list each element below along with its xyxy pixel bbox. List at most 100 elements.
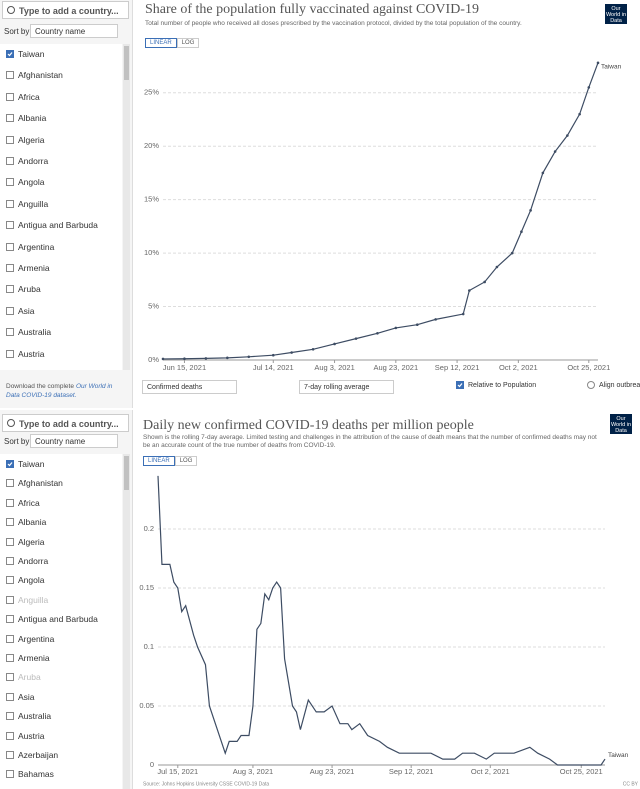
chart-title: Daily new confirmed COVID-19 deaths per … [143,418,474,433]
align-toggle[interactable]: Align outbreaks [587,381,640,389]
checkbox[interactable] [6,178,14,187]
scale-button[interactable]: LINEAR [143,456,175,466]
country-row[interactable]: Andorra [6,556,48,566]
point [520,230,523,234]
country-name: Africa [18,497,40,508]
checkbox[interactable] [6,576,14,585]
checkbox[interactable] [6,242,14,251]
scale-button[interactable]: LOG [174,456,198,466]
x-tick-label: Sep 12, 2021 [435,363,480,372]
checkbox[interactable] [6,654,14,662]
checkbox[interactable] [6,460,14,468]
sort-select[interactable]: Country name [30,24,118,38]
country-row[interactable]: Anguilla [6,199,48,209]
checkbox[interactable] [6,306,14,315]
country-row[interactable]: Albania [6,517,46,527]
country-row[interactable]: Austria [6,731,44,741]
search-box[interactable]: Type to add a country... [2,414,129,432]
checkbox[interactable] [6,479,14,488]
point [161,357,165,361]
country-name: Aruba [18,672,41,683]
checkbox[interactable] [6,557,14,565]
country-row[interactable]: Antigua and Barbuda [6,220,98,230]
country-name: Armenia [18,263,50,273]
checkbox[interactable] [6,537,14,546]
country-row[interactable]: Argentina [6,634,54,644]
country-row[interactable]: Azerbaijan [6,750,58,760]
checkbox[interactable] [6,692,14,701]
country-row[interactable]: Armenia [6,263,50,273]
country-row[interactable]: Africa [6,498,40,508]
checkbox[interactable] [6,264,14,272]
checkbox[interactable] [6,328,14,337]
country-row[interactable]: Australia [6,711,51,721]
scale-button[interactable]: LINEAR [145,38,177,48]
checkbox[interactable] [6,114,14,123]
logo: Our World in Data [605,4,627,24]
country-row[interactable]: Taiwan [6,459,44,469]
checkbox[interactable] [587,381,595,389]
checkbox[interactable] [6,518,14,527]
checkbox[interactable] [6,770,14,779]
country-row[interactable]: Asia [6,306,35,316]
checkbox[interactable] [6,50,14,58]
country-name: Angola [18,575,45,586]
country-row[interactable]: Afghanistan [6,478,63,488]
checkbox[interactable] [6,157,14,165]
country-row[interactable]: Angola [6,575,44,585]
point [596,61,600,65]
country-name: Australia [18,711,52,722]
country-row[interactable]: Albania [6,113,46,123]
country-row[interactable]: Afghanistan [6,70,63,80]
checkbox[interactable] [6,712,14,721]
metric-select[interactable]: Confirmed deaths [142,380,237,394]
scroll-thumb[interactable] [124,46,129,80]
country-row[interactable]: Algeria [6,537,44,547]
y-tick-label: 20% [144,141,159,150]
checkbox[interactable] [6,615,14,624]
country-row[interactable]: Asia [6,692,35,702]
country-row[interactable]: Australia [6,327,51,337]
checkbox[interactable] [6,634,14,643]
sort-select[interactable]: Country name [30,434,118,448]
scroll-thumb[interactable] [124,456,129,490]
checkbox[interactable] [6,221,14,230]
sidebar: Type to add a country... Sort by Country n… [0,0,133,408]
country-row[interactable]: Armenia [6,653,50,663]
country-row[interactable]: Andorra [6,156,48,166]
interval-select[interactable]: 7-day rolling average [299,380,394,394]
country-row[interactable]: Algeria [6,135,44,145]
checkbox[interactable] [6,135,14,144]
country-row[interactable]: Africa [6,92,40,102]
checkbox[interactable] [6,731,14,740]
checkbox[interactable] [6,498,14,507]
checkbox[interactable] [6,199,14,208]
country-row: Anguilla [6,595,48,605]
country-row[interactable]: Bahamas [6,769,54,779]
check-icon [457,383,463,388]
point [333,342,336,346]
country-row[interactable]: Taiwan [6,49,44,59]
x-tick-label: Sep 12, 2021 [389,767,434,776]
checkbox[interactable] [6,92,14,101]
scrollbar[interactable] [123,454,130,789]
footer-link[interactable]: Our World in Data COVID-19 dataset. [6,383,113,399]
checkbox[interactable] [6,349,14,358]
chart: 0% 5% 10% 15% 20% 25% Jun 15, 2021 Jul 14, 2021… [144,61,622,372]
country-row[interactable]: Antigua and Barbuda [6,614,98,624]
checkbox[interactable] [6,285,14,294]
scrollbar[interactable] [123,44,130,370]
x-tick-label: Jun 15, 2021 [163,363,206,372]
scale-button[interactable]: LOG [176,38,200,48]
checkbox[interactable] [6,751,14,759]
country-row[interactable]: Aruba [6,284,41,294]
country-row[interactable]: Angola [6,177,44,187]
checkbox[interactable] [456,381,464,389]
country-row[interactable]: Argentina [6,242,54,252]
search-box[interactable]: Type to add a country... [2,1,129,19]
checkbox[interactable] [6,71,14,80]
country-row[interactable]: Austria [6,349,44,359]
relative-toggle[interactable]: Relative to Population [456,381,536,389]
point [510,251,514,255]
